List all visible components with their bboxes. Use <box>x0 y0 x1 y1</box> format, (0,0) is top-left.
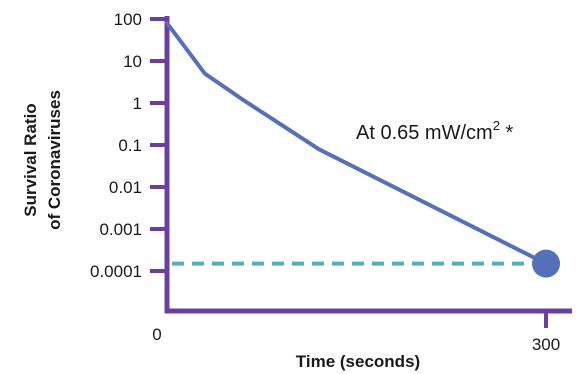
y-tick-label: 0.1 <box>118 136 142 155</box>
end-point-marker <box>532 249 560 278</box>
y-ticks: 100 10 1 0.1 0.01 0.001 0.0001 <box>90 10 167 281</box>
y-axis-title-line-2: of Coronaviruses <box>45 90 64 230</box>
y-axis-title-line-1: Survival Ratio <box>21 103 40 216</box>
y-tick-label: 0.001 <box>99 220 142 239</box>
y-tick-label: 1 <box>133 94 142 113</box>
x-axis-title: Time (seconds) <box>296 352 420 371</box>
series-line <box>165 21 548 266</box>
x-tick-label: 0 <box>152 325 161 344</box>
annotation-suffix: * <box>500 122 514 144</box>
annotation: At 0.65 mW/cm2 * <box>356 118 513 144</box>
axes <box>164 16 572 314</box>
y-tick-label: 0.01 <box>109 178 142 197</box>
y-tick-label: 0.0001 <box>90 262 142 281</box>
x-tick-label: 300 <box>532 335 560 354</box>
x-ticks: 0 300 <box>152 311 560 354</box>
annotation-superscript: 2 <box>493 118 500 133</box>
annotation-text: At 0.65 mW/cm <box>356 122 493 144</box>
y-tick-label: 100 <box>114 10 142 29</box>
y-tick-label: 10 <box>123 52 142 71</box>
